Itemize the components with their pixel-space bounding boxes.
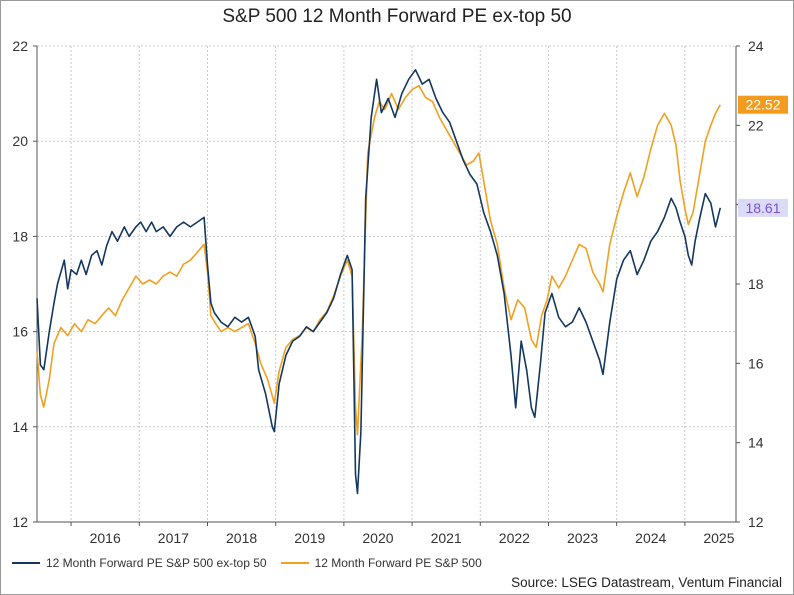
right-axis-tick-label: 22: [748, 117, 764, 133]
legend: 12 Month Forward PE S&P 500 ex-top 50 12…: [12, 556, 496, 570]
x-axis-tick-label: 2016: [90, 530, 121, 546]
x-axis-tick-label: 2018: [226, 530, 257, 546]
series-line-sp500: [36, 84, 722, 436]
legend-label-ex-top-50: 12 Month Forward PE S&P 500 ex-top 50: [46, 556, 267, 570]
legend-label-sp500: 12 Month Forward PE S&P 500: [314, 556, 482, 570]
right-axis-tick-label: 24: [748, 38, 764, 54]
x-axis-tick-label: 2017: [158, 530, 189, 546]
left-axis-tick-label: 16: [12, 324, 28, 340]
right-axis-tick-label: 18: [748, 276, 764, 292]
x-axis-tick-label: 2021: [431, 530, 462, 546]
x-axis-tick-label: 2022: [499, 530, 530, 546]
source-note: Source: LSEG Datastream, Ventum Financia…: [511, 575, 782, 590]
left-axis-tick-label: 12: [12, 514, 28, 530]
last-value-label-sp500: 22.52: [745, 97, 780, 113]
last-value-badge-sp500: [738, 95, 788, 114]
last-value-badge-ex-top-50: [738, 198, 788, 217]
chart-title: S&P 500 12 Month Forward PE ex-top 50: [222, 6, 572, 27]
series-line-ex-top-50: [36, 69, 722, 495]
left-axis-tick-label: 14: [12, 419, 28, 435]
left-axis-tick-label: 20: [12, 133, 28, 149]
x-axis-tick-label: 2020: [362, 530, 393, 546]
last-value-label-ex-top-50: 18.61: [745, 200, 780, 216]
x-axis-tick-label: 2025: [703, 530, 734, 546]
x-axis-tick-label: 2023: [567, 530, 598, 546]
x-axis-tick-label: 2024: [635, 530, 666, 546]
legend-swatch-ex-top-50: [12, 562, 40, 564]
legend-swatch-sp500: [280, 562, 309, 564]
left-axis-tick-label: 18: [12, 228, 28, 244]
right-axis-tick-label: 14: [748, 435, 764, 451]
right-axis-tick-label: 16: [748, 355, 764, 371]
left-axis-tick-label: 22: [12, 38, 28, 54]
legend-item-ex-top-50: 12 Month Forward PE S&P 500 ex-top 50: [12, 556, 267, 570]
legend-item-sp500: 12 Month Forward PE S&P 500: [280, 556, 482, 570]
right-axis-tick-label: 12: [748, 514, 764, 530]
x-axis-tick-label: 2019: [294, 530, 325, 546]
